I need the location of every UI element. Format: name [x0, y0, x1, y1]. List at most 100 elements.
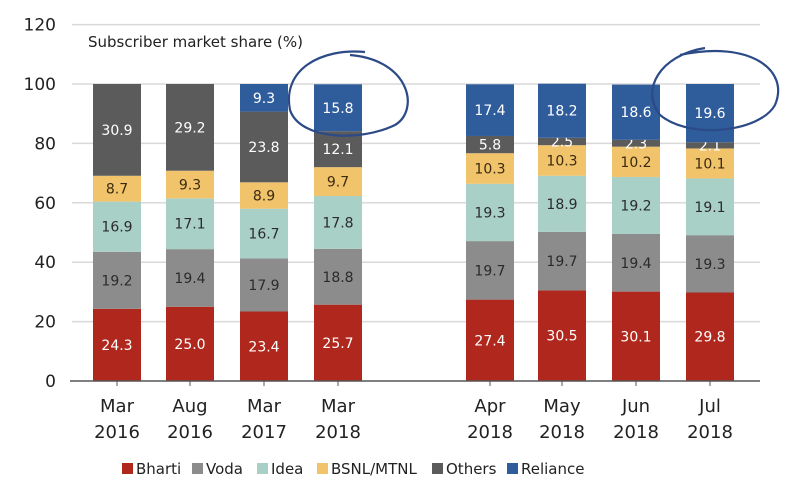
bar-segment-others: [686, 142, 734, 149]
data-label: 10.2: [620, 155, 651, 171]
bar-segment-idea: [612, 176, 660, 234]
legend-swatch: [122, 463, 133, 474]
bar-segment-reliance: [466, 84, 514, 136]
y-tick-label: 60: [34, 194, 56, 214]
y-tick-label: 100: [24, 75, 56, 95]
data-label: 19.2: [620, 198, 651, 214]
bar-segment-reliance: [314, 84, 362, 132]
data-label: 16.9: [101, 220, 132, 236]
legend-label: Idea: [271, 460, 303, 478]
data-label: 23.4: [248, 339, 279, 355]
bar-segment-others: [314, 131, 362, 168]
data-label: 24.3: [101, 338, 132, 354]
data-label: 29.8: [694, 330, 725, 346]
data-label: 5.8: [479, 138, 501, 154]
data-label: 18.8: [322, 270, 353, 286]
bar-segment-voda: [466, 241, 514, 300]
legend-label: Voda: [206, 460, 243, 478]
data-label: 18.2: [546, 104, 577, 120]
bar-segment-voda: [93, 251, 141, 309]
bar-segment-reliance: [240, 84, 288, 112]
data-label: 2.3: [625, 136, 647, 152]
bar-segment-others: [466, 135, 514, 154]
data-label: 8.9: [253, 189, 275, 205]
x-tick-label: Jun: [621, 396, 650, 417]
bar-segment-others: [612, 139, 660, 147]
data-label: 9.3: [179, 178, 201, 194]
data-label: 17.4: [474, 103, 505, 119]
data-label: 19.4: [620, 256, 651, 272]
bar-segment-bsnl-mtnl: [538, 145, 586, 176]
bar-segment-others: [240, 111, 288, 183]
bar-segment-bharti: [93, 308, 141, 381]
bar-segment-bsnl-mtnl: [612, 146, 660, 177]
bar-segment-idea: [466, 183, 514, 242]
x-tick-label: Mar: [321, 396, 356, 417]
x-tick-label: Jul: [698, 396, 721, 417]
y-tick-label: 0: [45, 372, 56, 392]
data-label: 19.7: [546, 254, 577, 270]
data-label: 19.7: [474, 263, 505, 279]
data-label: 17.1: [174, 217, 205, 233]
legend-swatch: [192, 463, 203, 474]
annotation-circle-mar-2018: [287, 50, 409, 137]
legend-label: BSNL/MTNL: [331, 460, 418, 478]
data-label: 16.7: [248, 227, 279, 243]
data-label: 12.1: [322, 142, 353, 158]
legend-swatch: [257, 463, 268, 474]
legend-swatch: [507, 463, 518, 474]
data-label: 10.1: [694, 156, 725, 172]
data-label: 2.1: [699, 138, 721, 154]
bar-segment-others: [166, 84, 214, 171]
y-tick-label: 20: [34, 313, 56, 333]
data-label: 19.1: [694, 200, 725, 216]
data-label: 17.9: [248, 278, 279, 294]
data-label: 10.3: [546, 153, 577, 169]
bar-segment-bharti: [166, 306, 214, 381]
bar-segment-idea: [314, 195, 362, 249]
bar-segment-voda: [314, 248, 362, 305]
data-label: 10.3: [474, 161, 505, 177]
data-label: 18.6: [620, 105, 651, 121]
data-label: 19.6: [694, 106, 725, 122]
bar-segment-bsnl-mtnl: [466, 153, 514, 184]
bar-segment-idea: [240, 208, 288, 259]
data-label: 2.5: [551, 134, 573, 150]
bar-segment-idea: [166, 198, 214, 250]
data-label: 19.3: [694, 257, 725, 273]
bar-segment-idea: [93, 201, 141, 252]
bar-segment-bharti: [466, 299, 514, 381]
x-tick-label: 2018: [467, 422, 513, 443]
legend-swatch: [432, 463, 443, 474]
bar-segment-reliance: [538, 83, 586, 138]
data-label: 19.4: [174, 271, 205, 287]
data-label: 25.0: [174, 337, 205, 353]
data-label: 9.3: [253, 91, 275, 107]
x-tick-label: 2018: [687, 422, 733, 443]
data-label: 15.8: [322, 101, 353, 117]
x-tick-label: 2017: [241, 422, 287, 443]
y-tick-label: 40: [34, 253, 56, 273]
x-tick-label: 2018: [315, 422, 361, 443]
bar-segment-idea: [686, 178, 734, 236]
data-label: 19.2: [101, 273, 132, 289]
x-tick-label: 2018: [539, 422, 585, 443]
bar-segment-voda: [240, 258, 288, 312]
bar-segment-bsnl-mtnl: [240, 182, 288, 209]
bar-segment-bharti: [538, 290, 586, 381]
bar-segment-bharti: [686, 292, 734, 381]
bar-segment-reliance: [686, 84, 734, 143]
x-tick-label: Aug: [172, 396, 207, 417]
data-label: 17.8: [322, 215, 353, 231]
bar-segment-bharti: [612, 291, 660, 381]
data-label: 23.8: [248, 140, 279, 156]
bar-segment-others: [93, 84, 141, 176]
data-label: 25.7: [322, 336, 353, 352]
legend-label: Bharti: [136, 460, 181, 478]
data-label: 30.5: [546, 329, 577, 345]
data-label: 30.1: [620, 329, 651, 345]
bar-segment-voda: [612, 233, 660, 292]
legend-swatch: [317, 463, 328, 474]
bar-segment-bsnl-mtnl: [686, 148, 734, 179]
x-tick-label: Apr: [474, 396, 506, 417]
